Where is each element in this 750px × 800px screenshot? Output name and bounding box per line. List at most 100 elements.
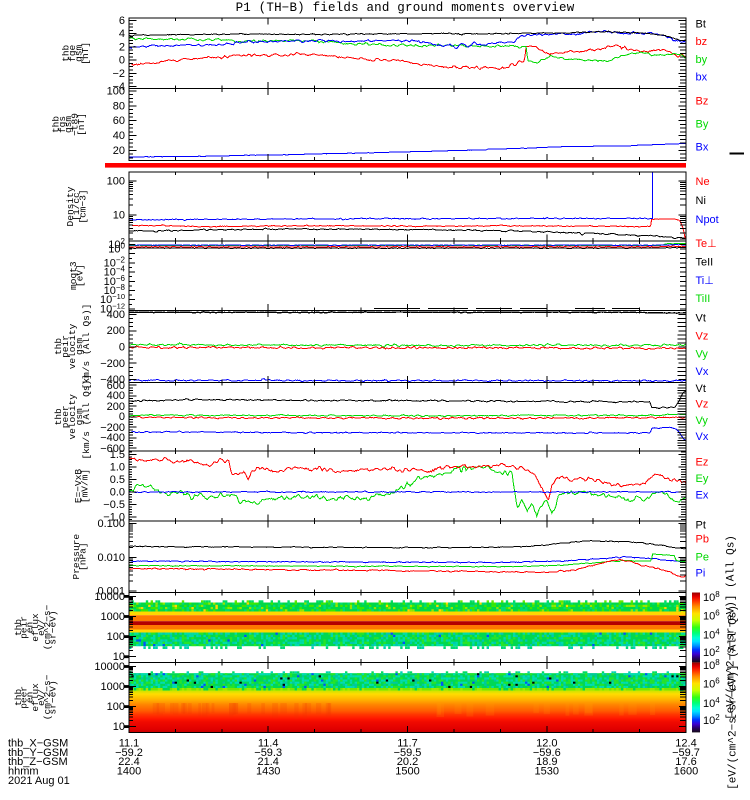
svg-text:[nT]: [nT] bbox=[80, 42, 91, 65]
svg-text:40: 40 bbox=[113, 130, 125, 142]
svg-text:200: 200 bbox=[107, 325, 125, 337]
svg-text:80: 80 bbox=[113, 100, 125, 112]
svg-text:60: 60 bbox=[113, 115, 125, 127]
svg-text:[mV/m]: [mV/m] bbox=[79, 469, 90, 503]
svg-text:−59.5: −59.5 bbox=[394, 747, 422, 759]
svg-text:Bz: Bz bbox=[696, 96, 709, 108]
svg-text:thb: thb bbox=[13, 619, 24, 636]
svg-text:0.010: 0.010 bbox=[97, 552, 125, 564]
svg-text:−200: −200 bbox=[100, 358, 125, 370]
svg-text:thb: thb bbox=[13, 689, 24, 706]
svg-text:2021 Aug 01: 2021 Aug 01 bbox=[8, 775, 70, 787]
svg-text:400: 400 bbox=[107, 309, 125, 321]
svg-text:12.0: 12.0 bbox=[536, 738, 557, 750]
svg-text:−59.2: −59.2 bbox=[115, 747, 143, 759]
svg-text:0.001: 0.001 bbox=[97, 586, 125, 598]
svg-text:gsm: gsm bbox=[63, 116, 74, 133]
svg-text:4: 4 bbox=[119, 28, 125, 40]
svg-text:fgs: fgs bbox=[57, 116, 68, 133]
svg-text:10000: 10000 bbox=[94, 661, 125, 673]
svg-text:Pe: Pe bbox=[696, 552, 709, 564]
svg-text:1430: 1430 bbox=[256, 766, 280, 778]
svg-text:−200: −200 bbox=[100, 422, 125, 434]
svg-text:thb: thb bbox=[53, 338, 64, 355]
svg-text:Vz: Vz bbox=[696, 399, 709, 411]
svg-text:Vt: Vt bbox=[696, 313, 706, 325]
svg-text:eV/: eV/ bbox=[36, 689, 47, 706]
svg-text:1400: 1400 bbox=[117, 766, 141, 778]
svg-text:100: 100 bbox=[107, 176, 125, 188]
svg-text:TeII: TeII bbox=[696, 257, 714, 269]
svg-text:Vx: Vx bbox=[696, 431, 709, 443]
svg-text:P1 (TH−B) fields and ground mo: P1 (TH−B) fields and ground moments over… bbox=[236, 1, 575, 15]
svg-text:gsm: gsm bbox=[73, 44, 84, 61]
svg-text:Ni: Ni bbox=[696, 195, 706, 207]
svg-text:[eV/(cm^2−s−sr−eV)] (All Qs): [eV/(cm^2−s−sr−eV)] (All Qs) bbox=[728, 605, 740, 790]
svg-text:moqt3: moqt3 bbox=[68, 261, 79, 290]
svg-text:−400: −400 bbox=[100, 432, 125, 444]
svg-text:Bt: Bt bbox=[696, 19, 706, 31]
svg-text:thb: thb bbox=[61, 44, 72, 61]
svg-text:[km/s (All Qs)]: [km/s (All Qs)] bbox=[81, 374, 92, 460]
svg-text:[nPa]: [nPa] bbox=[77, 542, 88, 571]
svg-text:−0.5: −0.5 bbox=[103, 499, 125, 511]
svg-text:Ez: Ez bbox=[696, 457, 709, 469]
svg-text:1.0: 1.0 bbox=[110, 462, 125, 474]
svg-text:peer: peer bbox=[19, 686, 30, 709]
svg-text:peer: peer bbox=[60, 405, 71, 428]
svg-text:hhmm: hhmm bbox=[8, 766, 39, 778]
svg-text:6: 6 bbox=[119, 15, 125, 27]
svg-text:Pt: Pt bbox=[696, 520, 706, 532]
svg-text:Density: Density bbox=[65, 186, 76, 226]
svg-text:en: en bbox=[24, 692, 35, 703]
svg-text:en: en bbox=[24, 622, 35, 633]
svg-text:0.100: 0.100 bbox=[97, 518, 125, 530]
svg-text:−2: −2 bbox=[112, 68, 125, 80]
svg-text:10: 10 bbox=[113, 721, 125, 733]
svg-text:by: by bbox=[696, 54, 708, 66]
svg-text:Vy: Vy bbox=[696, 415, 709, 427]
svg-text:bz: bz bbox=[696, 36, 708, 48]
svg-text:bx: bx bbox=[696, 72, 708, 84]
svg-text:thb_Y−GSM: thb_Y−GSM bbox=[8, 747, 68, 759]
svg-text:0: 0 bbox=[119, 55, 125, 67]
svg-text:20: 20 bbox=[113, 145, 125, 157]
svg-text:eflux: eflux bbox=[30, 683, 41, 712]
svg-text:[km/s (All Qs)]: [km/s (All Qs)] bbox=[81, 304, 92, 390]
svg-text:Vz: Vz bbox=[696, 331, 709, 343]
svg-text:11.4: 11.4 bbox=[258, 738, 279, 750]
svg-text:Ey: Ey bbox=[696, 473, 709, 485]
svg-text:11.1: 11.1 bbox=[119, 738, 140, 750]
svg-text:12.4: 12.4 bbox=[675, 738, 696, 750]
svg-text:200: 200 bbox=[107, 401, 125, 413]
svg-text:1500: 1500 bbox=[395, 766, 419, 778]
svg-text:[nT]: [nT] bbox=[76, 113, 87, 136]
svg-text:Vx: Vx bbox=[696, 366, 709, 378]
svg-text:E=−VxB: E=−VxB bbox=[73, 469, 84, 504]
svg-text:1000: 1000 bbox=[101, 681, 125, 693]
svg-text:thb_X−GSM: thb_X−GSM bbox=[8, 738, 68, 750]
svg-text:thb: thb bbox=[50, 116, 61, 133]
svg-text:(cm^2−s−: (cm^2−s− bbox=[42, 674, 53, 720]
svg-text:TiII: TiII bbox=[696, 293, 711, 305]
svg-text:1530: 1530 bbox=[535, 766, 559, 778]
svg-text:Ne: Ne bbox=[696, 176, 710, 188]
svg-text:eflux: eflux bbox=[30, 613, 41, 642]
svg-text:−59.6: −59.6 bbox=[533, 747, 561, 759]
svg-text:gsm: gsm bbox=[74, 338, 85, 355]
svg-text:thb_Z−GSM: thb_Z−GSM bbox=[8, 756, 68, 768]
svg-text:1000: 1000 bbox=[101, 611, 125, 623]
svg-text:0.0: 0.0 bbox=[110, 487, 125, 499]
svg-text:eV/: eV/ bbox=[36, 619, 47, 636]
svg-text:0.5: 0.5 bbox=[110, 474, 125, 486]
svg-text:sr−eV): sr−eV) bbox=[48, 610, 59, 644]
svg-text:Pb: Pb bbox=[696, 534, 709, 546]
svg-text:Pi: Pi bbox=[696, 568, 706, 580]
svg-text:21.4: 21.4 bbox=[257, 756, 278, 768]
svg-text:sr−eV): sr−eV) bbox=[48, 680, 59, 714]
svg-text:10: 10 bbox=[113, 210, 125, 222]
svg-text:peir: peir bbox=[60, 335, 71, 358]
svg-text:11.7: 11.7 bbox=[397, 738, 418, 750]
svg-text:0: 0 bbox=[119, 411, 125, 423]
svg-text:2: 2 bbox=[119, 41, 125, 53]
